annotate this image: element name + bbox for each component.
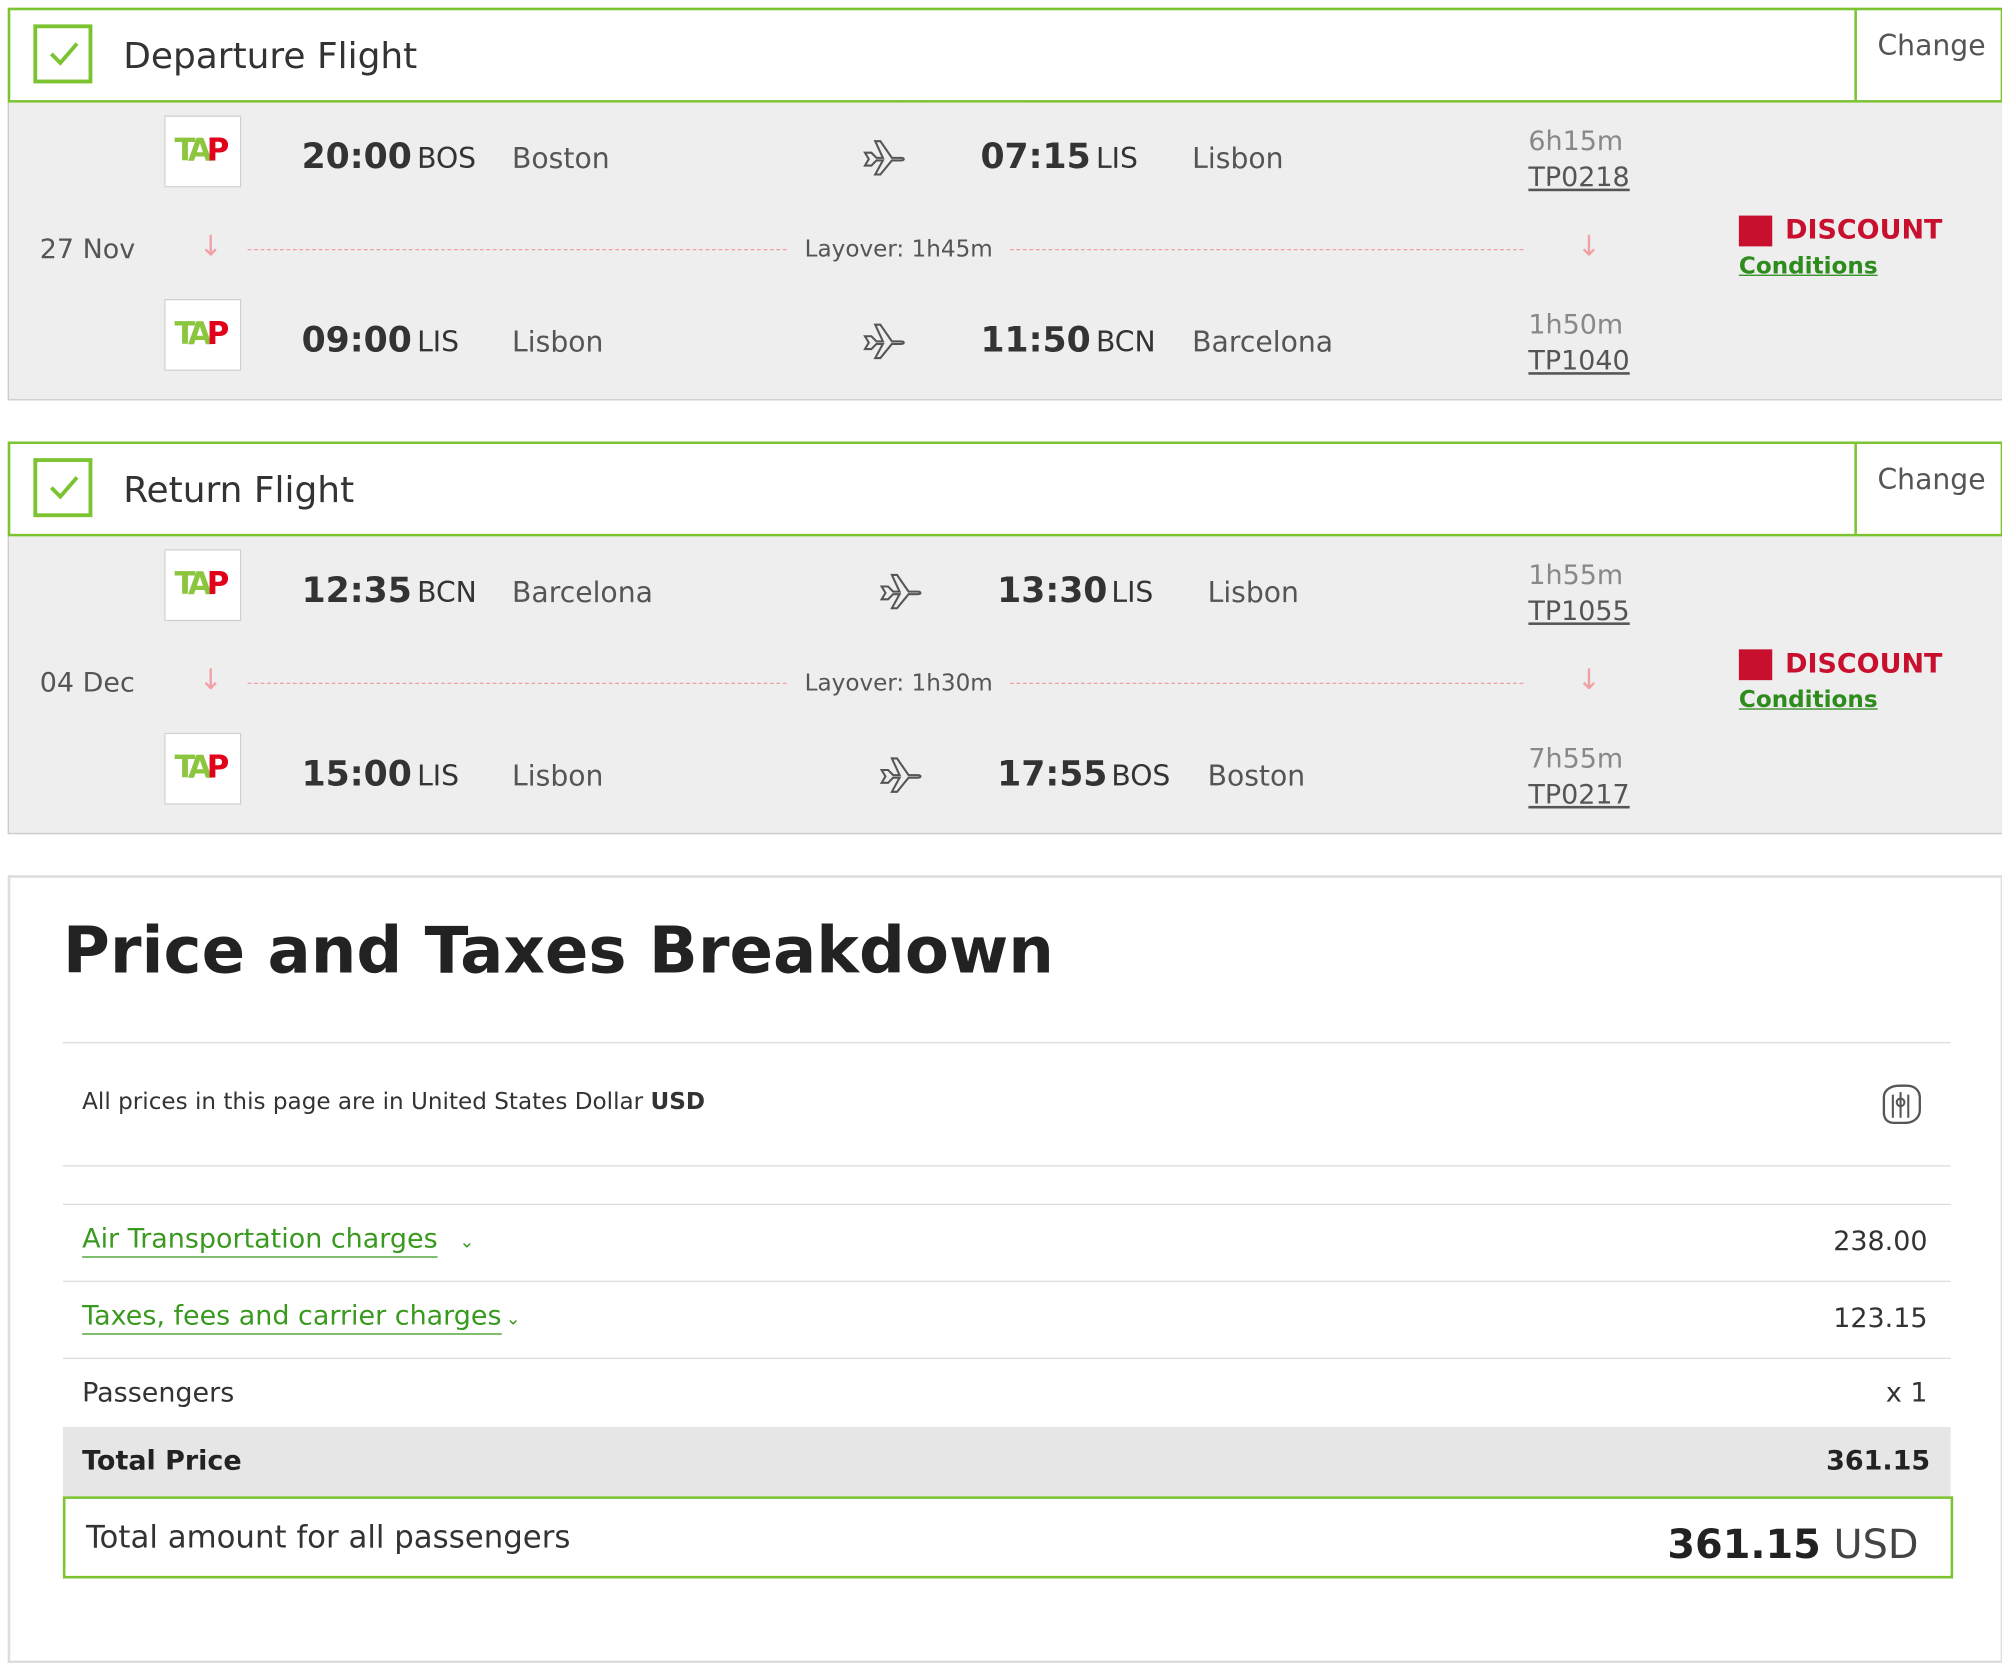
return-date: 04 Dec — [40, 667, 135, 698]
chevron-down-icon[interactable]: ⌄ — [459, 1232, 474, 1253]
grand-total-box: Total amount for all passengers 361.15 U… — [63, 1496, 1953, 1578]
arrival-airport-code: BOS — [1111, 761, 1170, 793]
grand-total-currency: USD — [1834, 1522, 1919, 1568]
departure-city: Barcelona — [512, 577, 653, 609]
divider — [248, 249, 787, 250]
down-arrow-icon: ↓ — [1577, 665, 1601, 697]
divider — [63, 1358, 1951, 1359]
return-flight-section: Return Flight Change TAP 12:35 BCN Barce… — [8, 441, 2002, 834]
arrival-airport-code: LIS — [1111, 577, 1153, 609]
divider — [63, 1204, 1951, 1205]
currency-code: USD — [651, 1088, 706, 1115]
total-price-row: Total Price 361.15 — [63, 1427, 1951, 1496]
divider — [63, 1042, 1951, 1043]
departure-date: 27 Nov — [40, 234, 135, 265]
divider — [248, 683, 787, 684]
arrival-city: Lisbon — [1208, 577, 1299, 609]
grand-total-label: Total amount for all passengers — [86, 1519, 570, 1555]
arrival-city: Lisbon — [1192, 144, 1283, 176]
divider — [1010, 683, 1523, 684]
departure-flight-title: Departure Flight — [123, 35, 417, 77]
discount-label: DISCOUNT — [1785, 648, 1942, 679]
chevron-down-icon[interactable]: ⌄ — [506, 1309, 521, 1330]
departure-time: 15:00 — [302, 755, 412, 795]
airline-logo: TAP — [164, 549, 241, 621]
departure-time: 12:35 — [302, 571, 412, 611]
flight-duration: 7h55m — [1528, 743, 1623, 774]
airline-logo: TAP — [164, 299, 241, 371]
return-flight-title: Return Flight — [123, 468, 354, 510]
flight-number-link[interactable]: TP0218 — [1528, 162, 1629, 193]
conditions-link[interactable]: Conditions — [1739, 687, 1878, 714]
airline-logo: TAP — [164, 733, 241, 805]
flight-duration: 1h55m — [1528, 560, 1623, 591]
departure-change-button[interactable]: Change — [1854, 10, 2000, 100]
departure-city: Boston — [512, 144, 610, 176]
down-arrow-icon: ↓ — [199, 665, 223, 697]
arrival-time: 13:30 — [997, 571, 1107, 611]
check-icon — [33, 24, 92, 83]
return-flight-header: Return Flight Change — [8, 441, 2002, 536]
flight-number-link[interactable]: TP1040 — [1528, 345, 1629, 376]
departure-itinerary: TAP 20:00 BOS Boston 07:15 LIS Lisbon 6h… — [8, 103, 2002, 401]
airplane-icon — [861, 320, 907, 364]
arrival-time: 11:50 — [980, 321, 1090, 361]
taxes-fees-value: 123.15 — [1833, 1303, 1927, 1334]
discount-icon — [1739, 649, 1772, 680]
departure-airport-code: BCN — [417, 577, 477, 609]
conditions-link[interactable]: Conditions — [1739, 253, 1878, 280]
airplane-icon — [861, 136, 907, 180]
air-transportation-charges-value: 238.00 — [1833, 1226, 1927, 1257]
departure-airport-code: LIS — [417, 761, 459, 793]
flight-number-link[interactable]: TP1055 — [1528, 595, 1629, 626]
check-icon — [33, 458, 92, 517]
layover-duration: Layover: 1h45m — [805, 236, 993, 263]
currency-exchange-icon[interactable] — [1874, 1079, 1928, 1128]
departure-city: Lisbon — [512, 327, 603, 359]
return-itinerary: TAP 12:35 BCN Barcelona 13:30 LIS Lisbon… — [8, 536, 2002, 834]
currency-note-text: All prices in this page are in United St… — [82, 1088, 643, 1115]
flight-duration: 1h50m — [1528, 309, 1623, 340]
departure-flight-header: Departure Flight Change — [8, 8, 2002, 103]
airplane-icon — [878, 570, 924, 614]
flight-duration: 6h15m — [1528, 126, 1623, 157]
currency-note: All prices in this page are in United St… — [82, 1088, 705, 1115]
air-transportation-charges-link[interactable]: Air Transportation charges — [82, 1223, 437, 1258]
departure-flight-section: Departure Flight Change TAP 20:00 BOS Bo… — [8, 8, 2002, 401]
arrival-city: Boston — [1208, 761, 1306, 793]
discount-label: DISCOUNT — [1785, 214, 1942, 245]
return-change-button[interactable]: Change — [1854, 444, 2000, 534]
arrival-airport-code: LIS — [1096, 144, 1138, 176]
arrival-city: Barcelona — [1192, 327, 1333, 359]
arrival-time: 17:55 — [997, 755, 1107, 795]
price-breakdown-title: Price and Taxes Breakdown — [63, 914, 1054, 988]
passengers-count: x 1 — [1886, 1377, 1928, 1408]
airline-logo: TAP — [164, 115, 241, 187]
departure-city: Lisbon — [512, 761, 603, 793]
down-arrow-icon: ↓ — [1577, 231, 1601, 263]
passengers-label: Passengers — [82, 1377, 234, 1408]
grand-total-amount: 361.15 USD — [1667, 1522, 1918, 1568]
flight-number-link[interactable]: TP0217 — [1528, 779, 1629, 810]
divider — [63, 1165, 1951, 1166]
taxes-fees-link[interactable]: Taxes, fees and carrier charges — [82, 1300, 501, 1335]
departure-airport-code: BOS — [417, 144, 476, 176]
total-price-label: Total Price — [82, 1445, 242, 1476]
departure-airport-code: LIS — [417, 327, 459, 359]
arrival-time: 07:15 — [980, 137, 1090, 177]
arrival-airport-code: BCN — [1096, 327, 1156, 359]
divider — [63, 1281, 1951, 1282]
divider — [1010, 249, 1523, 250]
departure-time: 20:00 — [302, 137, 412, 177]
layover-duration: Layover: 1h30m — [805, 670, 993, 697]
departure-time: 09:00 — [302, 321, 412, 361]
grand-total-value: 361.15 — [1667, 1522, 1821, 1568]
discount-icon — [1739, 216, 1772, 247]
airplane-icon — [878, 753, 924, 797]
total-price-value: 361.15 — [1826, 1445, 1930, 1476]
price-breakdown-panel: Price and Taxes Breakdown All prices in … — [8, 875, 2002, 1663]
change-label: Change — [1877, 31, 1985, 63]
change-label: Change — [1877, 465, 1985, 497]
down-arrow-icon: ↓ — [199, 231, 223, 263]
